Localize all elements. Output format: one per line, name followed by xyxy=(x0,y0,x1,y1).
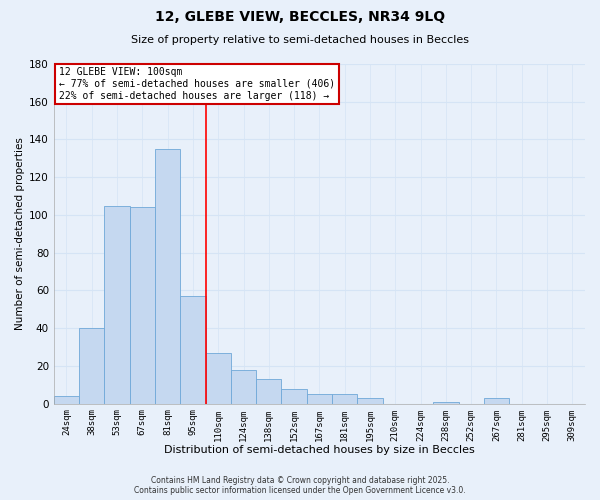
Bar xyxy=(130,208,155,404)
Bar xyxy=(104,206,130,404)
Bar xyxy=(206,353,231,404)
Bar xyxy=(231,370,256,404)
Bar xyxy=(358,398,383,404)
Bar xyxy=(433,402,458,404)
Text: Contains HM Land Registry data © Crown copyright and database right 2025.
Contai: Contains HM Land Registry data © Crown c… xyxy=(134,476,466,495)
Bar xyxy=(281,388,307,404)
Bar xyxy=(180,296,206,404)
Bar xyxy=(307,394,332,404)
Bar xyxy=(54,396,79,404)
Bar xyxy=(155,149,180,404)
Y-axis label: Number of semi-detached properties: Number of semi-detached properties xyxy=(15,138,25,330)
Bar xyxy=(79,328,104,404)
X-axis label: Distribution of semi-detached houses by size in Beccles: Distribution of semi-detached houses by … xyxy=(164,445,475,455)
Text: 12 GLEBE VIEW: 100sqm
← 77% of semi-detached houses are smaller (406)
22% of sem: 12 GLEBE VIEW: 100sqm ← 77% of semi-deta… xyxy=(59,68,335,100)
Bar xyxy=(332,394,358,404)
Text: 12, GLEBE VIEW, BECCLES, NR34 9LQ: 12, GLEBE VIEW, BECCLES, NR34 9LQ xyxy=(155,10,445,24)
Text: Size of property relative to semi-detached houses in Beccles: Size of property relative to semi-detach… xyxy=(131,35,469,45)
Bar xyxy=(256,379,281,404)
Bar xyxy=(484,398,509,404)
